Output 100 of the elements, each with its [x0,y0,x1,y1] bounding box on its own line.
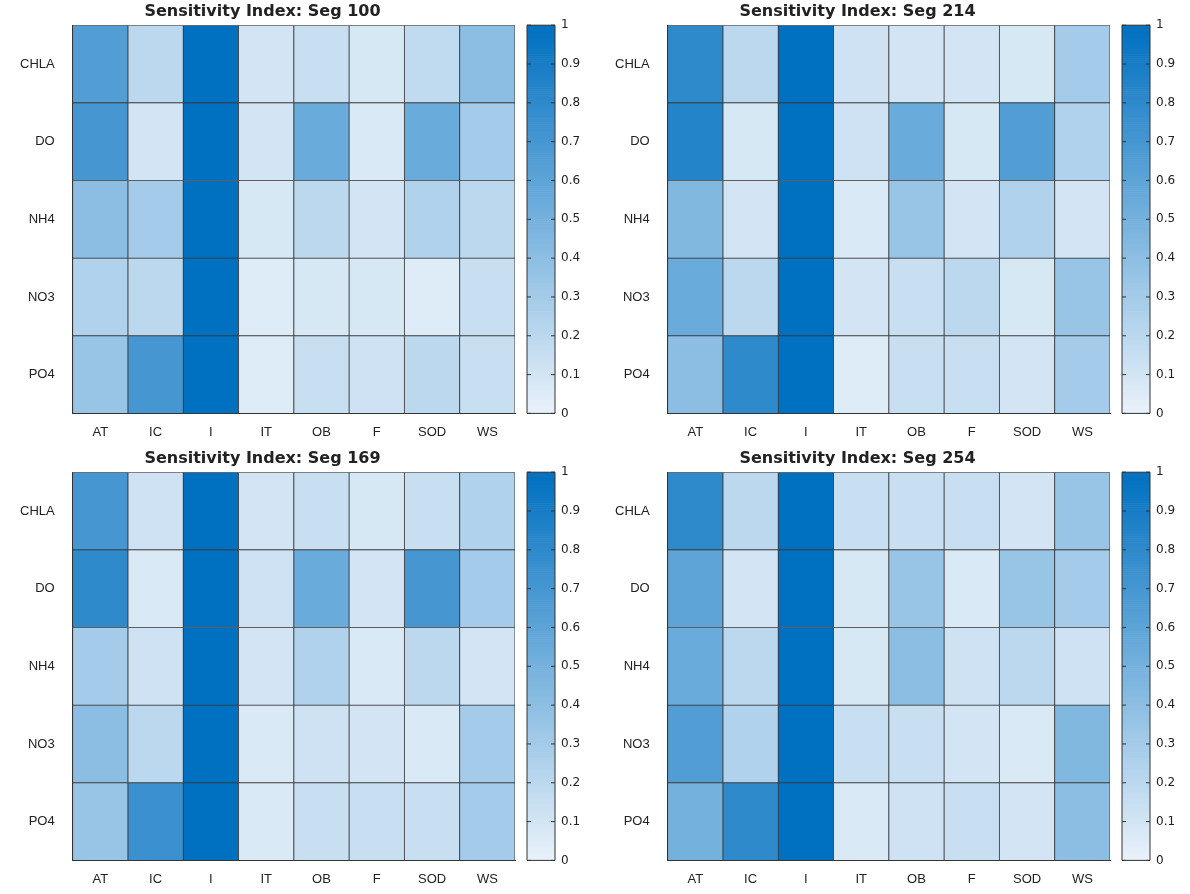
color-bar-label: 0.9 [561,56,581,71]
x-tick-label: F [372,423,381,439]
chart-title: Sensitivity Index: Seg 100 [144,0,381,20]
x-tick-label: IC [744,870,758,886]
y-tick-label: NH4 [28,210,55,226]
y-tick-label: NO3 [622,288,650,304]
color-bar-label: 0 [1156,405,1164,420]
color-bar-label: 0.2 [1156,327,1176,342]
color-bar-label: 0.2 [561,774,581,789]
color-bar-label: 1 [1156,464,1164,479]
color-bar-label: 0.3 [1156,289,1176,304]
color-bar-label: 0.4 [561,250,581,265]
color-bar-label: 0.8 [1156,94,1176,109]
x-tick-label: OB [312,423,331,439]
color-bar-label: 0.7 [1156,580,1176,595]
color-bar-label: 0 [561,852,569,867]
x-tick-label: OB [312,870,331,886]
x-tick-label: OB [907,870,926,886]
color-bar-label: 1 [561,464,569,479]
color-bar-label: 0.8 [561,541,581,556]
color-bar-label: 0.4 [1156,250,1176,265]
color-bar-label: 0.7 [1156,133,1176,148]
color-bar-label: 0.6 [1156,172,1176,187]
y-tick-label: CHLA [19,55,55,71]
color-bar-label: 0.6 [1156,619,1176,634]
y-tick-label: DO [630,580,650,596]
x-tick-label: WS [1071,870,1094,886]
x-tick-label: SOD [417,870,447,886]
color-bar-label: 0 [1156,852,1164,867]
y-tick-label: DO [35,580,55,596]
color-bar-label: 0.1 [1156,366,1176,381]
x-tick-label: IC [744,423,758,439]
color-bar-label: 0.2 [561,327,581,342]
color-bar-label: 0.7 [561,580,581,595]
color-bar-label: 0.8 [561,94,581,109]
x-tick-label: AT [687,870,704,886]
color-bar-label: 0.5 [1156,658,1176,673]
color-bar-label: 0.8 [1156,541,1176,556]
color-bar-label: 0.6 [561,172,581,187]
color-bar-label: 0.4 [1156,697,1176,712]
color-bar-label: 0 [561,405,569,420]
chart-title: Sensitivity Index: Seg 214 [739,0,976,20]
color-bar-label: 0.6 [561,619,581,634]
x-tick-label: IT [855,870,868,886]
color-bar-label: 0.4 [561,697,581,712]
y-tick-label: CHLA [19,502,55,518]
x-tick-label: SOD [1012,870,1042,886]
x-tick-label: WS [476,870,499,886]
y-tick-label: NH4 [623,657,650,673]
x-tick-label: I [209,870,213,886]
color-bar-label: 0.1 [1156,813,1176,828]
x-tick-label: I [209,423,213,439]
y-tick-label: DO [630,133,650,149]
color-bar-label: 0.3 [561,736,581,751]
x-tick-label: OB [907,423,926,439]
x-tick-label: SOD [1012,423,1042,439]
color-bar-label: 1 [1156,17,1164,32]
x-tick-label: F [967,423,976,439]
color-bar-label: 0.1 [561,813,581,828]
y-tick-label: CHLA [614,502,650,518]
y-tick-label: PO4 [623,813,650,829]
x-tick-label: IT [260,870,273,886]
color-bar-label: 0.5 [561,211,581,226]
color-bar-label: 0.5 [561,658,581,673]
y-tick-label: NH4 [28,657,55,673]
y-tick-label: NH4 [623,210,650,226]
color-bar-label: 0.7 [561,133,581,148]
x-tick-label: WS [476,423,499,439]
color-bar-label: 0.9 [1156,56,1176,71]
x-tick-label: I [804,870,808,886]
y-tick-label: NO3 [27,288,55,304]
chart-title: Sensitivity Index: Seg 169 [144,447,381,467]
color-bar-label: 0.3 [561,289,581,304]
color-bar-label: 1 [561,17,569,32]
chart-title: Sensitivity Index: Seg 254 [739,447,976,467]
x-tick-label: IT [855,423,868,439]
y-tick-label: PO4 [623,366,650,382]
x-tick-label: AT [687,423,704,439]
x-tick-label: WS [1071,423,1094,439]
x-tick-label: IT [260,423,273,439]
x-tick-label: IC [149,870,163,886]
y-tick-label: NO3 [622,735,650,751]
color-bar-label: 0.9 [1156,503,1176,518]
y-tick-label: CHLA [614,55,650,71]
x-tick-label: F [967,870,976,886]
color-bar-label: 0.2 [1156,774,1176,789]
x-tick-label: F [372,870,381,886]
x-tick-label: AT [92,423,109,439]
color-bar-label: 0.9 [561,503,581,518]
y-tick-label: PO4 [28,366,55,382]
x-tick-label: AT [92,870,109,886]
x-tick-label: I [804,423,808,439]
y-tick-label: PO4 [28,813,55,829]
y-tick-label: DO [35,133,55,149]
x-tick-label: IC [149,423,163,439]
color-bar-label: 0.3 [1156,736,1176,751]
y-tick-label: NO3 [27,735,55,751]
color-bar-label: 0.1 [561,366,581,381]
x-tick-label: SOD [417,423,447,439]
color-bar-label: 0.5 [1156,211,1176,226]
